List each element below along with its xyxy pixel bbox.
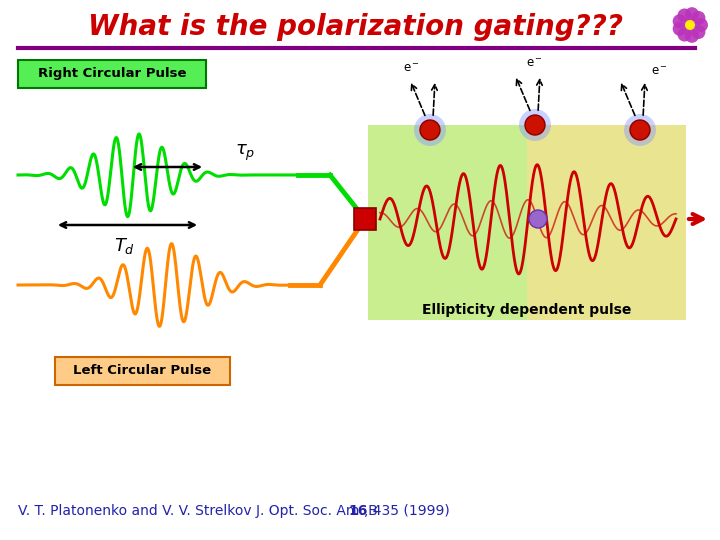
Text: What is the polarization gating???: What is the polarization gating??? bbox=[88, 13, 623, 41]
Text: , 435 (1999): , 435 (1999) bbox=[364, 504, 450, 518]
Bar bbox=[354, 208, 376, 230]
Circle shape bbox=[694, 18, 708, 32]
Circle shape bbox=[630, 120, 650, 140]
Circle shape bbox=[414, 114, 446, 146]
Circle shape bbox=[691, 25, 706, 39]
Text: Right Circular Pulse: Right Circular Pulse bbox=[37, 68, 186, 80]
Bar bbox=[527, 125, 686, 320]
Text: e$^-$: e$^-$ bbox=[403, 62, 420, 75]
FancyBboxPatch shape bbox=[55, 357, 230, 385]
Circle shape bbox=[519, 109, 551, 141]
Circle shape bbox=[420, 120, 440, 140]
Text: Left Circular Pulse: Left Circular Pulse bbox=[73, 364, 211, 377]
Circle shape bbox=[678, 28, 691, 42]
Text: V. T. Platonenko and V. V. Strelkov J. Opt. Soc. Am. B: V. T. Platonenko and V. V. Strelkov J. O… bbox=[18, 504, 382, 518]
Circle shape bbox=[678, 9, 691, 23]
Circle shape bbox=[624, 114, 656, 146]
Text: 16: 16 bbox=[348, 504, 367, 518]
Text: $\tau_p$: $\tau_p$ bbox=[235, 143, 256, 163]
Bar bbox=[368, 125, 686, 320]
Text: Ellipticity dependent pulse: Ellipticity dependent pulse bbox=[423, 303, 631, 317]
Circle shape bbox=[672, 22, 687, 36]
FancyBboxPatch shape bbox=[18, 60, 206, 88]
Circle shape bbox=[672, 14, 687, 28]
Text: e$^-$: e$^-$ bbox=[526, 57, 544, 70]
Circle shape bbox=[691, 11, 706, 25]
Circle shape bbox=[685, 20, 695, 30]
Circle shape bbox=[529, 210, 547, 228]
Circle shape bbox=[525, 115, 545, 135]
Text: $T_d$: $T_d$ bbox=[114, 236, 135, 256]
Circle shape bbox=[685, 29, 699, 43]
Text: e$^-$: e$^-$ bbox=[652, 65, 668, 78]
Circle shape bbox=[685, 7, 699, 21]
